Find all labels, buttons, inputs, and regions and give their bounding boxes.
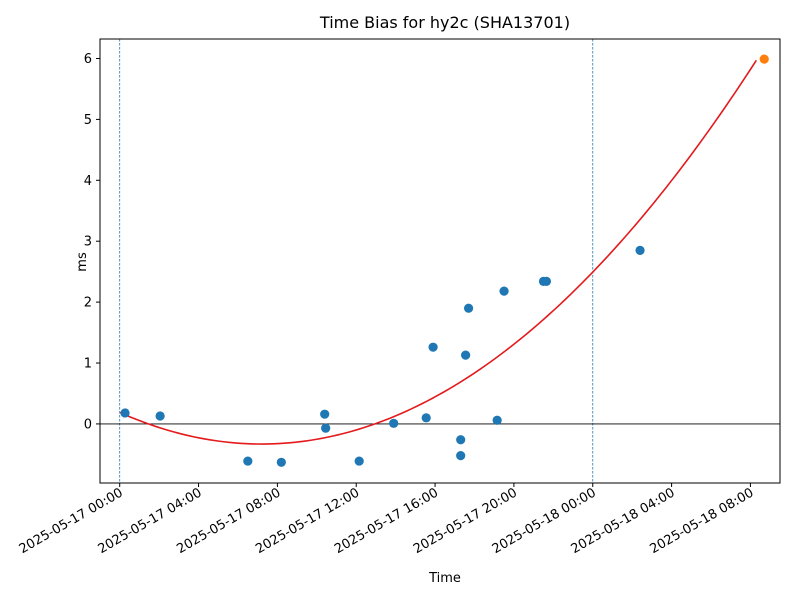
- data-point-0-6: [354, 456, 364, 466]
- data-point-0-11: [456, 450, 466, 461]
- y-tick-label-3: 3: [84, 235, 92, 250]
- fit-curve: [119, 59, 758, 445]
- data-point-0-7: [389, 418, 399, 428]
- plot-area: [100, 39, 780, 483]
- data-point-1-0: [759, 54, 769, 64]
- data-point-0-4: [320, 409, 330, 419]
- plot-border: [99, 38, 781, 484]
- data-point-0-5: [321, 423, 331, 433]
- y-tick-label-2: 2: [84, 296, 92, 311]
- data-point-0-3: [276, 457, 286, 467]
- chart-title: Time Bias for hy2c (SHA13701): [319, 13, 570, 32]
- data-point-0-10: [456, 435, 466, 445]
- data-point-0-9: [428, 342, 438, 352]
- axes-frame: [99, 38, 781, 484]
- data-points-layer: [120, 54, 769, 467]
- data-point-0-13: [463, 303, 474, 313]
- y-tick-label-1: 1: [84, 357, 92, 372]
- y-tick-label-5: 5: [84, 113, 92, 128]
- data-point-0-18: [635, 245, 645, 255]
- data-point-0-0: [120, 408, 130, 418]
- guide-lines: [100, 39, 780, 483]
- data-point-0-17: [541, 276, 552, 287]
- data-point-0-12: [461, 350, 471, 360]
- y-tick-label-4: 4: [84, 174, 92, 189]
- y-tick-label-6: 6: [84, 52, 92, 67]
- y-axis-label: ms: [75, 252, 90, 272]
- x-axis-label: Time: [428, 571, 461, 586]
- y-tick-label-0: 0: [84, 417, 92, 432]
- data-point-0-15: [499, 286, 509, 296]
- data-point-0-14: [492, 415, 502, 425]
- data-point-0-8: [421, 413, 431, 423]
- plot-background: [100, 39, 780, 483]
- data-point-0-2: [243, 456, 253, 466]
- y-axis-ticks: 0 1 2 3 4 5 6: [84, 52, 100, 432]
- data-point-0-1: [155, 411, 165, 421]
- fit-curve-layer: [119, 59, 758, 445]
